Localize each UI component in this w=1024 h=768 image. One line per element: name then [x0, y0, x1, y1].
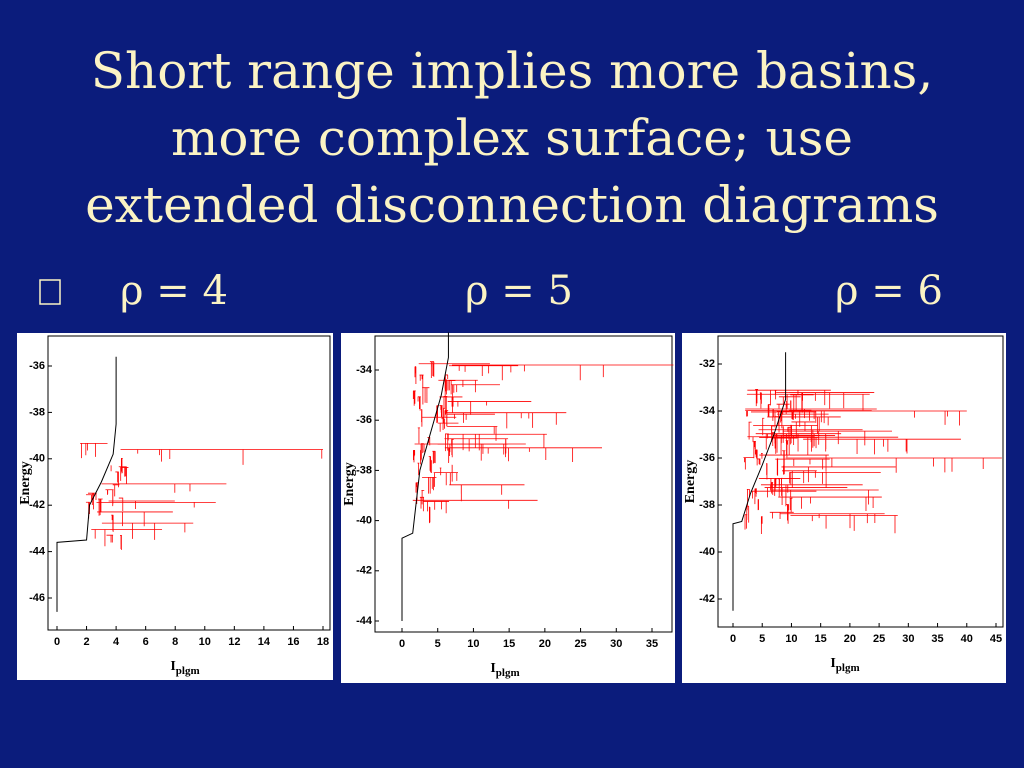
y-tick-label: -36	[29, 360, 45, 372]
branches	[412, 361, 674, 524]
x-tick-label: 30	[610, 638, 622, 650]
stem	[732, 352, 787, 611]
y-axis-label: Energy	[342, 462, 357, 506]
y-tick-label: -40	[699, 546, 715, 558]
x-tick-label: 15	[503, 638, 515, 650]
y-tick-label: -34	[356, 364, 373, 376]
x-tick-label: 5	[759, 633, 765, 645]
stem	[56, 356, 117, 612]
x-axis-label-main: I	[170, 659, 175, 674]
y-tick-label: -40	[356, 515, 372, 527]
x-tick-label: 10	[785, 633, 797, 645]
y-axis-label: Energy	[683, 460, 698, 504]
y-tick-label: -46	[29, 592, 45, 604]
x-tick-label: 5	[435, 638, 441, 650]
title-line: extended disconnection diagrams	[85, 176, 939, 234]
axes-frame	[374, 335, 673, 633]
x-tick-label: 15	[815, 633, 827, 645]
y-tick-label: -42	[29, 499, 45, 511]
y-tick-label: -44	[356, 615, 373, 627]
axes-frame	[717, 335, 1004, 628]
x-tick-label: 35	[931, 633, 943, 645]
plot-panel	[682, 333, 1006, 683]
x-axis-label-sub: plgm	[176, 665, 200, 677]
x-axis-label-main: I	[830, 656, 835, 671]
x-tick-label: 12	[228, 636, 240, 648]
y-tick-label: -44	[29, 546, 46, 558]
y-tick-label: -42	[699, 593, 715, 605]
y-tick-label: -38	[29, 406, 45, 418]
y-tick-label: -38	[356, 464, 372, 476]
x-tick-label: 30	[902, 633, 914, 645]
x-tick-label: 25	[574, 638, 586, 650]
x-tick-label: 10	[467, 638, 479, 650]
x-tick-label: 35	[646, 638, 658, 650]
x-tick-label: 16	[287, 636, 299, 648]
x-tick-label: 20	[844, 633, 856, 645]
x-tick-label: 8	[172, 636, 178, 648]
y-tick-label: -32	[699, 358, 715, 370]
x-tick-label: 18	[317, 636, 329, 648]
title-line: more complex surface; use	[171, 109, 853, 167]
branches	[743, 388, 1002, 535]
x-axis-label-sub: plgm	[496, 667, 520, 679]
panel-label: ρ = 5	[465, 268, 573, 314]
y-tick-label: -42	[356, 565, 372, 577]
x-axis-label-sub: plgm	[836, 662, 860, 674]
x-axis-label: Iplgm	[830, 656, 859, 674]
stem	[401, 332, 449, 621]
x-tick-label: 40	[961, 633, 973, 645]
title-line: Short range implies more basins,	[91, 42, 934, 100]
x-tick-label: 6	[143, 636, 149, 648]
y-tick-label: -40	[29, 453, 45, 465]
y-axis-label: Energy	[18, 461, 33, 505]
axes-frame	[47, 335, 331, 631]
x-axis-label: Iplgm	[170, 659, 199, 677]
x-axis-label: Iplgm	[490, 661, 519, 679]
y-tick-label: -38	[699, 499, 715, 511]
x-tick-label: 2	[83, 636, 89, 648]
plot-panel	[17, 333, 333, 680]
plot-panel	[341, 333, 675, 683]
x-tick-label: 20	[539, 638, 551, 650]
x-tick-label: 45	[990, 633, 1002, 645]
x-tick-label: 0	[399, 638, 405, 650]
y-tick-label: -34	[699, 405, 716, 417]
x-tick-label: 25	[873, 633, 885, 645]
x-axis-label-main: I	[490, 661, 495, 676]
x-tick-label: 0	[730, 633, 736, 645]
panel-label: ρ = 6	[835, 268, 943, 314]
y-tick-label: -36	[699, 452, 715, 464]
x-tick-label: 10	[199, 636, 211, 648]
y-tick-label: -36	[356, 414, 372, 426]
bullet	[39, 279, 61, 305]
x-tick-label: 0	[54, 636, 60, 648]
x-tick-label: 4	[113, 636, 120, 648]
x-tick-label: 14	[258, 636, 271, 648]
panel-label: ρ = 4	[120, 268, 228, 314]
branches	[80, 442, 323, 550]
